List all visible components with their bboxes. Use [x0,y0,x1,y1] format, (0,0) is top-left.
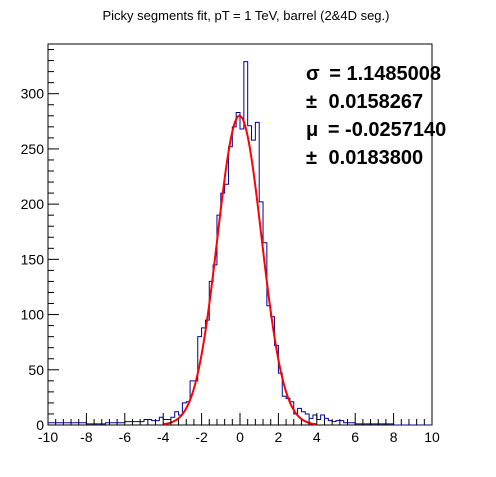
histogram-layer [47,61,432,426]
y-tick-label: 150 [21,251,45,267]
x-tick-label: 10 [424,429,440,445]
x-tick-label: 4 [313,429,321,445]
x-tick-label: 0 [236,429,244,445]
sigma-line: σ = 1.1485008 [306,63,441,85]
x-tick-label: -2 [195,429,208,445]
y-tick-label: 300 [21,86,45,102]
sigma-error-symbol: ± [306,91,317,113]
gaussian-fit-curve [163,114,317,426]
x-tick-label: -6 [119,429,132,445]
x-tick-label: 8 [390,429,398,445]
x-tick-label: 2 [275,429,283,445]
y-tick-label: 100 [21,307,45,323]
chart-title: Picky segments fit, pT = 1 TeV, barrel (… [103,8,390,23]
x-tick-label: 6 [351,429,359,445]
histogram-outline [47,61,432,426]
mu-symbol: μ [306,119,318,141]
mu-error-symbol: ± [306,147,317,169]
y-tick-label: 250 [21,141,45,157]
y-tick-label: 200 [21,196,45,212]
y-tick-label: 0 [36,417,44,433]
x-tick-label: -4 [157,429,170,445]
fit-parameters-box: σ = 1.1485008 ± 0.0158267 μ = -0.0257140… [306,63,446,169]
sigma-value: = 1.1485008 [329,63,441,85]
sigma-error-line: ± 0.0158267 [306,91,423,113]
mu-error-value: 0.0183800 [329,147,424,169]
mu-value: = -0.0257140 [328,119,446,141]
sigma-error-value: 0.0158267 [329,91,424,113]
x-tick-label: -8 [80,429,93,445]
mu-error-line: ± 0.0183800 [306,147,423,169]
x-tick-label: -10 [38,429,58,445]
mu-line: μ = -0.0257140 [306,119,446,141]
fit-layer [163,114,317,426]
y-tick-label: 50 [28,362,44,378]
sigma-symbol: σ [306,63,320,85]
